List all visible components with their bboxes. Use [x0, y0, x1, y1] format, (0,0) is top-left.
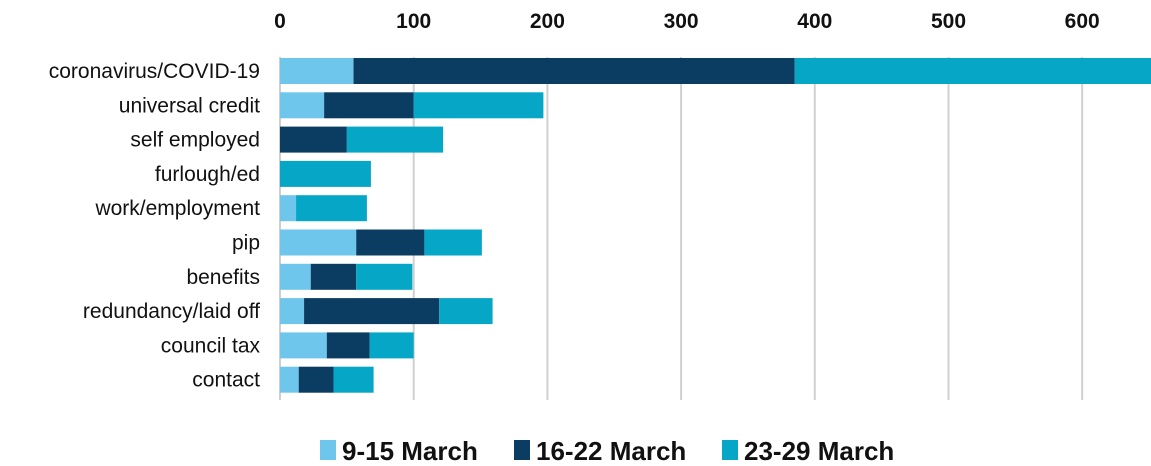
- category-label: pip: [232, 232, 260, 255]
- x-tick-label: 100: [396, 10, 431, 33]
- legend-label: 23-29 March: [744, 436, 894, 466]
- legend-swatch: [320, 440, 336, 460]
- x-axis-ticks: 0 100 200 300 400 500 600: [274, 10, 1100, 33]
- bar-segment: [369, 332, 414, 359]
- legend-label: 9-15 March: [342, 436, 478, 466]
- category-label: work/employment: [94, 197, 260, 220]
- x-tick-label: 200: [530, 10, 565, 33]
- bar-segment: [280, 298, 305, 325]
- legend-label: 16-22 March: [536, 436, 686, 466]
- bar-segment: [304, 298, 440, 325]
- category-label: coronavirus/COVID-19: [49, 60, 260, 83]
- x-tick-label: 500: [931, 10, 966, 33]
- bar-segment: [310, 263, 357, 290]
- category-labels: coronavirus/COVID-19 universal credit self…: [49, 60, 261, 392]
- bar-segment: [280, 366, 299, 393]
- bar-segment: [794, 58, 1151, 84]
- bar-segment: [280, 160, 371, 187]
- bar-segment: [280, 126, 347, 153]
- category-label: self employed: [130, 129, 260, 152]
- bar-segment: [296, 195, 367, 222]
- category-label: benefits: [186, 266, 260, 289]
- x-tick-label: 600: [1065, 10, 1100, 33]
- bar-segment: [424, 229, 482, 256]
- x-tick-label: 400: [797, 10, 832, 33]
- legend-swatch: [514, 440, 530, 460]
- bar-segment: [439, 298, 493, 325]
- bar-segment: [280, 58, 354, 84]
- bar-segment: [280, 332, 327, 359]
- legend: 9-15 March 16-22 March 23-29 March: [320, 436, 894, 466]
- x-tick-label: 0: [274, 10, 286, 33]
- bar-segment: [298, 366, 334, 393]
- category-label: council tax: [161, 334, 261, 357]
- legend-swatch: [722, 440, 738, 460]
- category-label: furlough/ed: [155, 163, 260, 186]
- category-label: contact: [192, 369, 260, 392]
- bar-segment: [280, 92, 325, 119]
- bar-segment: [346, 126, 444, 153]
- bar-segment: [356, 229, 425, 256]
- bar-segment: [280, 195, 297, 222]
- bar-segment: [324, 92, 414, 119]
- bars: [280, 58, 1151, 393]
- bar-segment: [280, 263, 311, 290]
- bar-segment: [413, 92, 544, 119]
- bar-segment: [333, 366, 374, 393]
- category-label: universal credit: [119, 94, 260, 117]
- bar-segment: [353, 58, 795, 84]
- bar-segment: [326, 332, 370, 359]
- category-label: redundancy/laid off: [83, 300, 260, 323]
- x-tick-label: 300: [664, 10, 699, 33]
- bar-segment: [280, 229, 357, 256]
- bar-segment: [356, 263, 413, 290]
